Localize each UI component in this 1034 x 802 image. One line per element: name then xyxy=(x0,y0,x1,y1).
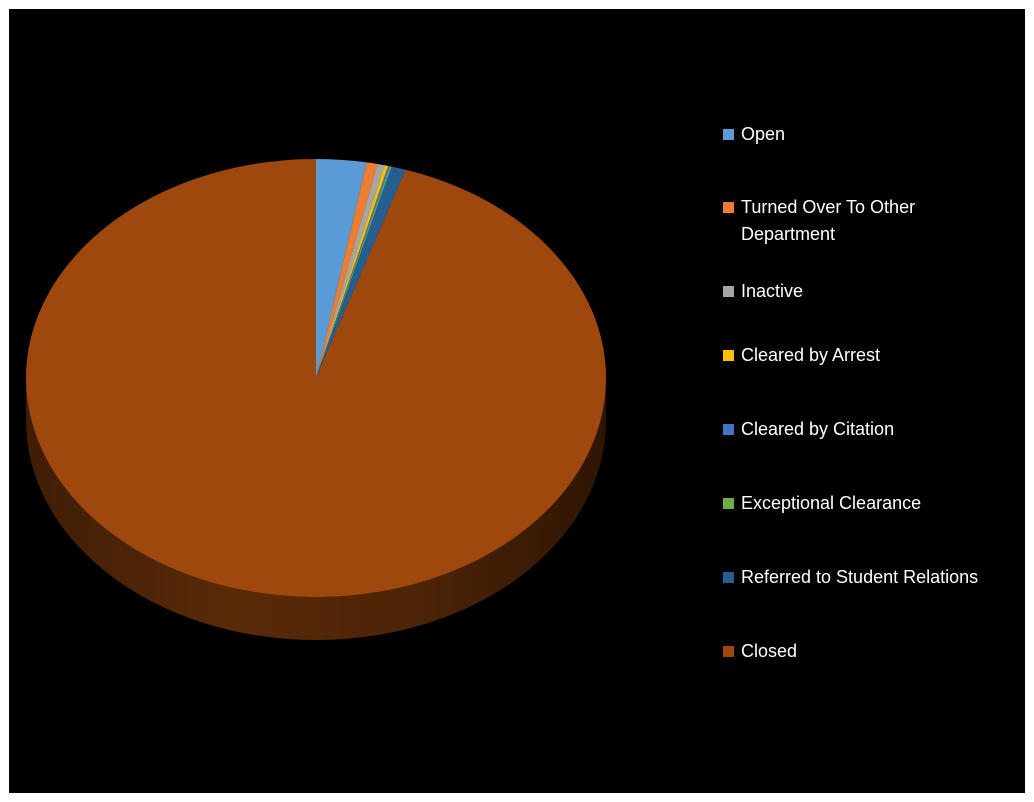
legend-swatch xyxy=(723,286,734,297)
legend-swatch xyxy=(723,202,734,213)
pie-slice-cleared-by-arrest xyxy=(316,165,389,378)
legend-label: Cleared by Citation xyxy=(741,419,895,439)
pie-slice-turned-over-to-other-department xyxy=(316,162,378,378)
pie-slice-referred-to-student-relations xyxy=(316,166,406,378)
legend-item: Closed xyxy=(723,638,1023,665)
legend-label: Exceptional Clearance xyxy=(741,493,922,513)
pie-depth xyxy=(26,378,606,640)
legend-item: Inactive xyxy=(723,278,1023,305)
legend-label: Turned Over To Other Department xyxy=(741,197,916,244)
pie-slices xyxy=(25,159,606,597)
pie-slice-exceptional-clearance xyxy=(316,166,392,378)
legend-swatch xyxy=(723,572,734,583)
legend-swatch xyxy=(723,350,734,361)
legend-label: Closed xyxy=(741,641,798,661)
legend-label: Cleared by Arrest xyxy=(741,345,881,365)
legend-item: Cleared by Arrest xyxy=(723,342,1023,369)
legend-item: Turned Over To Other Department xyxy=(723,194,1023,248)
legend-item: Referred to Student Relations xyxy=(723,564,1023,591)
legend-swatch xyxy=(723,646,734,657)
legend-label: Referred to Student Relations xyxy=(741,567,979,587)
legend-item: Open xyxy=(723,121,1023,148)
pie-slice-inactive xyxy=(316,163,385,378)
legend-swatch xyxy=(723,129,734,140)
legend-label: Open xyxy=(741,124,786,144)
pie-chart xyxy=(25,159,606,640)
legend-swatch xyxy=(723,498,734,509)
pie-slice-closed xyxy=(25,159,606,597)
legend-swatch xyxy=(723,424,734,435)
legend-item: Cleared by Citation xyxy=(723,416,1023,443)
legend-item: Exceptional Clearance xyxy=(723,490,1023,517)
pie-slice-cleared-by-citation xyxy=(316,165,390,378)
pie-slice-open xyxy=(316,159,367,378)
pie-side-wall xyxy=(26,378,606,640)
chart-area: Open Turned Over To Other Department Inact… xyxy=(9,9,1025,793)
legend-label: Inactive xyxy=(741,281,804,301)
